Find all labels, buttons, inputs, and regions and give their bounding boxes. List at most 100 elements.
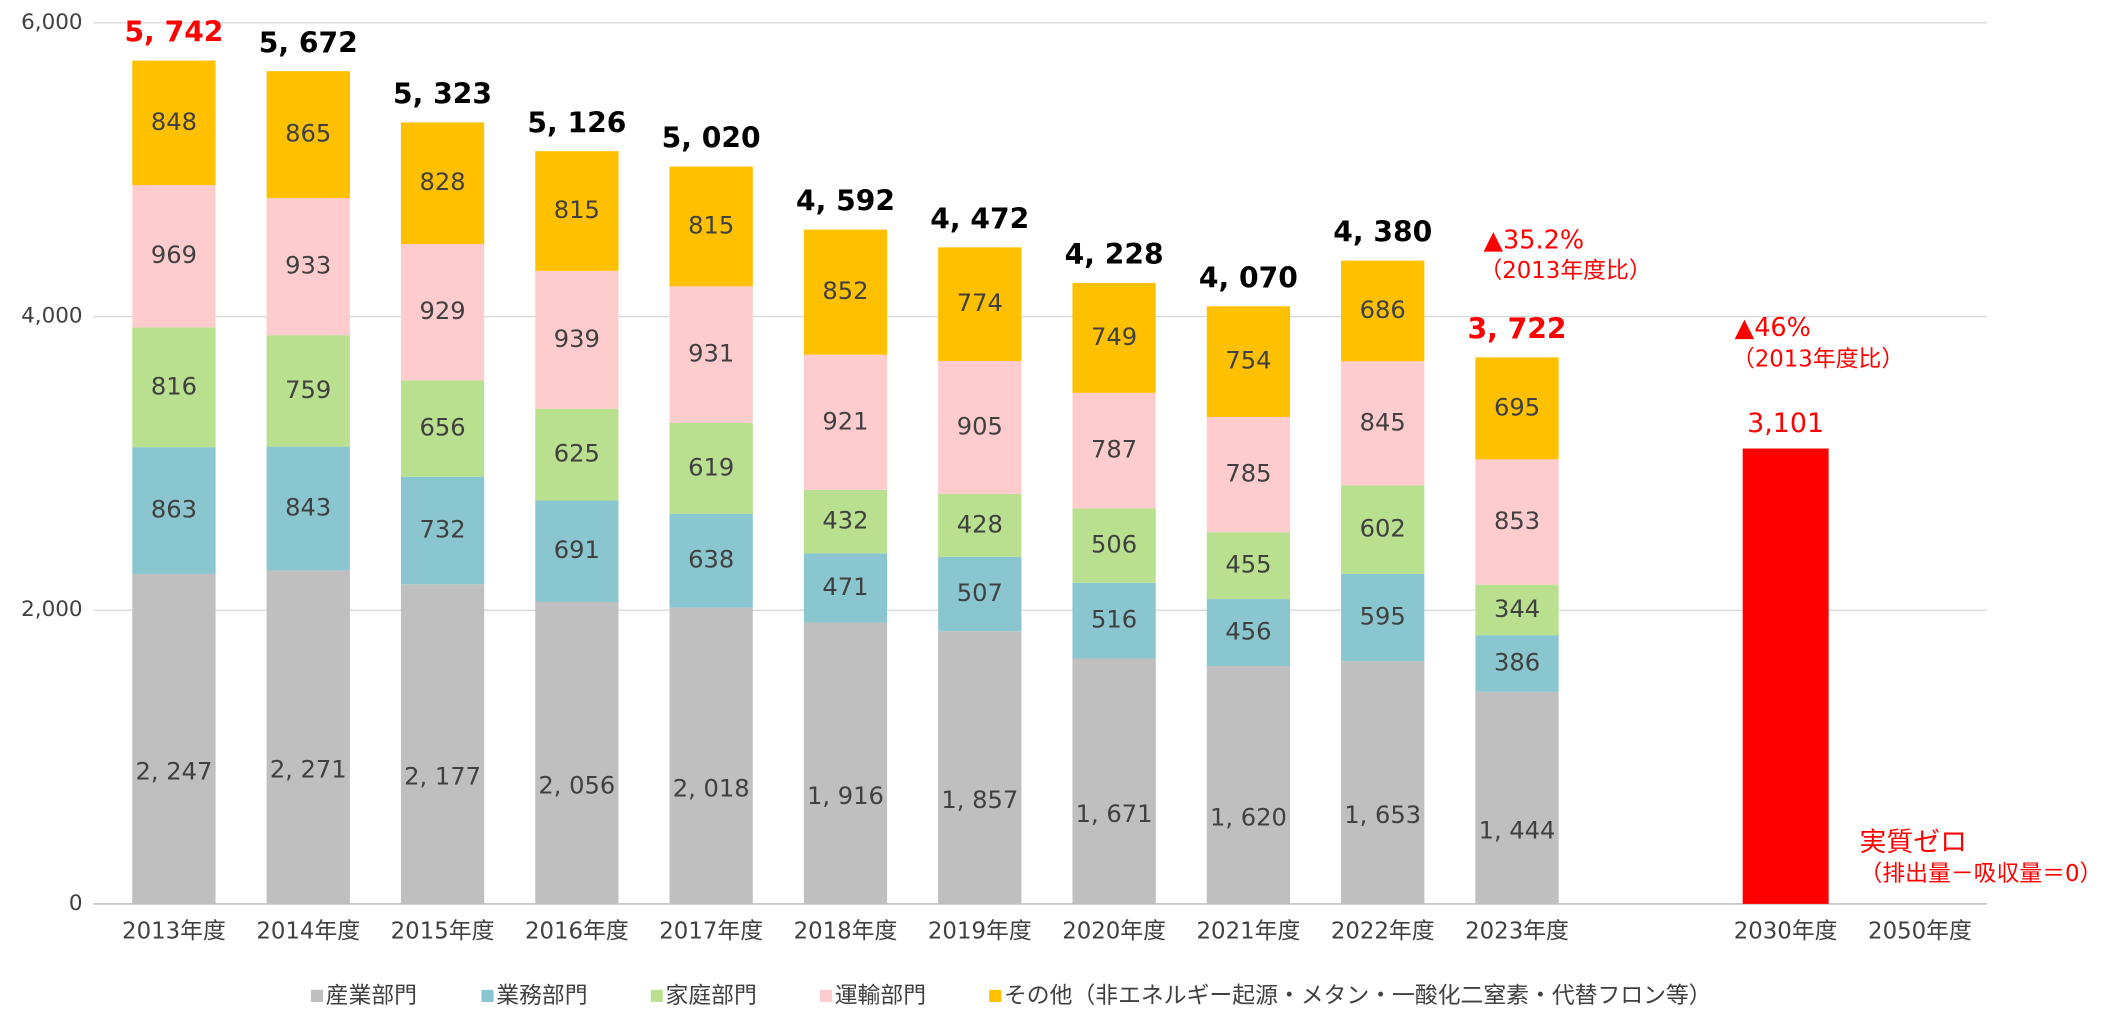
bar-segment: [803, 622, 888, 904]
bar-segment: [1072, 582, 1156, 659]
segment-label: 749: [1091, 323, 1137, 351]
segment-label: 785: [1225, 460, 1271, 488]
bar-segment: [669, 607, 753, 904]
bar-segment: [1475, 691, 1559, 904]
total-label: 5, 126: [527, 106, 626, 139]
bar-segment: [1475, 357, 1559, 460]
bar-segment: [266, 570, 350, 904]
bar-segment: [132, 327, 216, 448]
total-label: 4, 228: [1065, 238, 1164, 271]
legend-label: 業務部門: [496, 983, 587, 1009]
segment-label: 456: [1225, 618, 1271, 646]
bar-segment: [266, 335, 350, 447]
bar-segment: [266, 198, 350, 336]
segment-label: 516: [1091, 606, 1137, 634]
segment-label: 852: [822, 277, 868, 305]
annotation: ▲46%: [1735, 313, 1811, 343]
segment-label: 695: [1494, 393, 1540, 421]
bar-segment: [938, 556, 1022, 632]
x-tick-label: 2017年度: [659, 919, 763, 945]
target-bar: [1742, 448, 1829, 904]
bar-segment: [400, 584, 485, 904]
bar-segment: [400, 243, 485, 381]
bar-segment: [1206, 532, 1291, 600]
total-label: 4, 472: [930, 202, 1029, 235]
x-tick-label: 2013年度: [122, 919, 226, 945]
segment-label: 619: [688, 453, 734, 481]
bar-segment: [1475, 459, 1559, 585]
bar-segment: [1341, 661, 1425, 904]
segment-label: 1, 653: [1344, 801, 1421, 829]
segment-label: 595: [1360, 602, 1406, 630]
bar-segment: [1341, 485, 1425, 574]
segment-label: 815: [688, 211, 734, 239]
bar-segment: [1206, 416, 1291, 533]
y-tick-label: 6,000: [21, 10, 82, 35]
bar-segment: [1341, 361, 1425, 486]
bar-segment: [669, 286, 753, 423]
x-tick-label: 2021年度: [1197, 919, 1301, 945]
bar-segment: [1341, 260, 1425, 362]
segment-label: 386: [1494, 649, 1540, 677]
segment-label: 863: [151, 496, 197, 524]
segment-label: 602: [1360, 515, 1406, 543]
x-tick-label: 2019年度: [928, 919, 1032, 945]
x-tick-label: 2023年度: [1465, 919, 1569, 945]
segment-label: 625: [554, 440, 600, 468]
bar-segment: [669, 422, 753, 514]
segment-label: 432: [822, 507, 868, 535]
bar-segment: [266, 446, 350, 571]
bar-segment: [1206, 306, 1291, 417]
bar-segment: [535, 151, 619, 271]
annotation: 実質ゼロ: [1860, 827, 1967, 858]
segment-label: 471: [822, 573, 868, 601]
x-tick-label: 2016年度: [525, 919, 629, 945]
segment-label: 787: [1091, 436, 1137, 464]
bar-segment: [132, 573, 216, 904]
annotation: （2013年度比）: [1732, 346, 1904, 372]
legend-swatch: [819, 989, 833, 1002]
x-tick-label: 2050年度: [1868, 919, 1972, 945]
legend-label: 家庭部門: [666, 983, 757, 1009]
segment-label: 939: [554, 325, 600, 353]
bar-segment: [938, 361, 1022, 494]
segment-label: 1, 916: [807, 782, 884, 810]
segment-label: 344: [1494, 595, 1540, 623]
x-tick-label: 2022年度: [1331, 919, 1435, 945]
total-label: 4, 380: [1333, 216, 1432, 249]
segment-label: 921: [822, 407, 868, 435]
segment-label: 865: [285, 120, 331, 148]
bar-segment: [132, 60, 216, 186]
segment-label: 1, 857: [941, 786, 1018, 814]
bar-segment: [803, 229, 888, 355]
annotation: ▲35.2%: [1483, 226, 1584, 256]
segment-label: 969: [151, 241, 197, 269]
bar-segment: [132, 447, 216, 574]
bar-segment: [400, 122, 485, 244]
segment-label: 1, 444: [1479, 816, 1556, 844]
segment-label: 931: [688, 340, 734, 368]
bar-segment: [669, 166, 753, 287]
legend-label: その他（非エネルギー起源・メタン・一酸化二窒素・代替フロン等）: [1004, 983, 1712, 1009]
bar-segment: [400, 476, 485, 585]
segment-label: 656: [419, 414, 465, 442]
bar-segment: [1072, 658, 1156, 904]
bar-segment: [1072, 508, 1156, 583]
segment-label: 816: [151, 372, 197, 400]
total-label: 5, 323: [393, 78, 492, 111]
segment-label: 1, 620: [1210, 804, 1287, 832]
x-tick-label: 2030年度: [1734, 919, 1838, 945]
segment-label: 455: [1225, 551, 1271, 579]
segment-label: 828: [419, 168, 465, 196]
legend-swatch: [310, 989, 324, 1002]
segment-label: 507: [957, 579, 1003, 607]
bar-segment: [803, 553, 888, 623]
bar-segment: [1341, 573, 1425, 662]
segment-label: 2, 056: [538, 772, 615, 800]
legend-swatch: [650, 989, 663, 1002]
y-tick-label: 0: [69, 891, 83, 916]
x-tick-label: 2018年度: [794, 919, 898, 945]
bar-segment: [1206, 666, 1291, 904]
